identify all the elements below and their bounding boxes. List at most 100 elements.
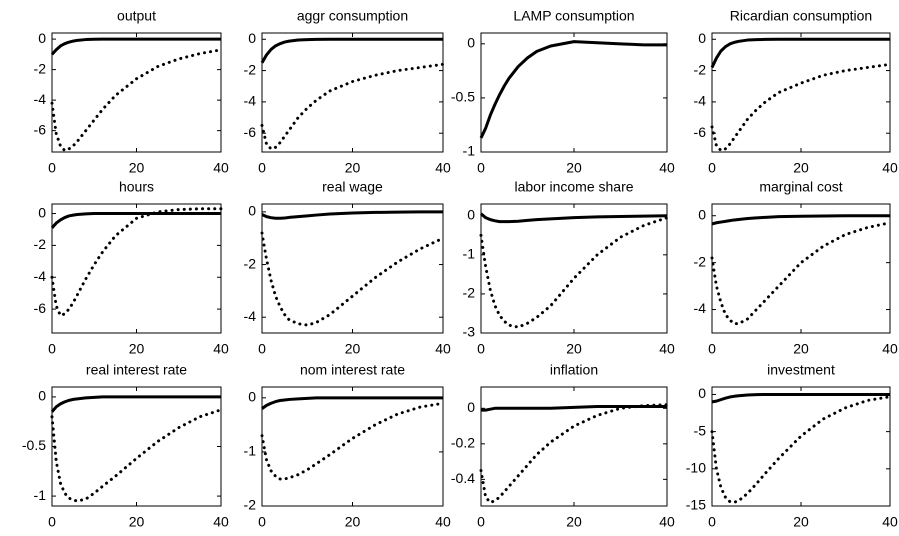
plot-frame (480, 203, 668, 334)
y-tick-label: -0.5 (22, 437, 46, 453)
subplot-title: nom interest rate (300, 362, 405, 378)
y-tick-label: -10 (686, 460, 706, 476)
y-tick-label: 0 (38, 204, 46, 220)
y-tick-label: -2 (244, 61, 257, 77)
subplot: inflation 0 20 40 0 -0.2 -0.4 (451, 362, 675, 530)
y-tick-label: 0 (467, 35, 475, 51)
y-tick-label: -2 (244, 497, 257, 513)
y-tick-label: -2 (694, 61, 707, 77)
subplot-title: real wage (322, 179, 383, 195)
subplot: nom interest rate 0 20 40 0 -1 -2 (244, 362, 451, 530)
subplot: hours 0 20 40 0 -2 -4 -6 (34, 179, 229, 357)
x-tick-label: 40 (213, 160, 229, 176)
plot-frame (711, 386, 891, 507)
x-tick-label: 40 (213, 341, 229, 357)
plot-frame (480, 386, 668, 507)
x-tick-label: 0 (48, 514, 56, 530)
y-tick-label: 0 (38, 388, 46, 404)
x-tick-label: 20 (566, 341, 582, 357)
x-tick-label: 0 (258, 514, 266, 530)
data-line (50, 395, 221, 413)
data-line (50, 212, 221, 229)
data-line (710, 395, 892, 504)
plot-frame (711, 203, 891, 334)
y-tick-label: -5 (694, 422, 707, 438)
subplot: real wage 0 20 40 0 -2 -4 (244, 179, 451, 357)
subplot: LAMP consumption 0 20 40 0 -0.5 -1 (451, 8, 675, 176)
data-line (261, 210, 443, 220)
y-tick-label: -4 (34, 91, 47, 107)
y-tick-label: -6 (694, 124, 707, 140)
x-tick-label: 40 (882, 160, 898, 176)
subplot: marginal cost 0 20 40 0 -2 -4 (694, 179, 898, 357)
plot-frame (261, 32, 444, 153)
x-tick-label: 40 (435, 341, 451, 357)
y-tick-label: -1 (463, 246, 476, 262)
y-tick-label: -4 (694, 93, 707, 109)
y-tick-label: -0.4 (451, 470, 475, 486)
y-tick-label: 0 (248, 30, 256, 46)
y-tick-label: -1 (463, 143, 476, 159)
y-tick-label: -2 (694, 253, 707, 269)
x-tick-label: 20 (793, 341, 809, 357)
subplot: Ricardian consumption 0 20 40 0 -2 -4 -6 (694, 8, 898, 176)
x-tick-label: 20 (129, 514, 145, 530)
y-tick-label: -6 (244, 124, 257, 140)
x-tick-label: 0 (477, 160, 485, 176)
y-tick-label: -0.2 (451, 435, 475, 451)
x-tick-label: 0 (708, 341, 716, 357)
subplot-title: Ricardian consumption (730, 8, 872, 24)
x-tick-label: 40 (882, 514, 898, 530)
y-tick-label: -4 (244, 93, 257, 109)
x-tick-label: 0 (708, 160, 716, 176)
y-tick-label: 0 (38, 30, 46, 46)
y-tick-label: -3 (463, 324, 476, 340)
y-tick-label: 0 (698, 30, 706, 46)
x-tick-label: 0 (258, 160, 266, 176)
y-tick-label: -1 (244, 443, 257, 459)
subplot: real interest rate 0 20 40 0 -0.5 -1 (22, 362, 229, 530)
subplot: aggr consumption 0 20 40 0 -2 -4 -6 (244, 8, 451, 176)
data-line (710, 37, 890, 69)
x-tick-label: 40 (882, 341, 898, 357)
x-tick-label: 20 (129, 341, 145, 357)
subplot-title: LAMP consumption (513, 8, 634, 24)
x-tick-label: 0 (48, 341, 56, 357)
y-tick-label: 0 (467, 399, 475, 415)
x-tick-label: 20 (566, 514, 582, 530)
x-tick-label: 0 (477, 514, 485, 530)
x-tick-label: 0 (477, 341, 485, 357)
data-line (479, 403, 669, 504)
plot-frame (711, 32, 891, 153)
subplot-title: output (117, 8, 156, 24)
data-line (481, 405, 667, 412)
y-tick-label: -6 (34, 121, 47, 137)
y-tick-label: -4 (244, 308, 257, 324)
subplot-title: inflation (550, 362, 598, 378)
x-tick-label: 20 (566, 160, 582, 176)
x-tick-label: 20 (345, 514, 361, 530)
x-tick-label: 40 (435, 514, 451, 530)
data-line (260, 37, 443, 64)
subplot-title: hours (119, 179, 154, 195)
x-tick-label: 40 (659, 341, 675, 357)
plot-frame (480, 32, 668, 153)
data-line (260, 62, 445, 151)
x-tick-label: 20 (793, 514, 809, 530)
y-tick-label: -1 (34, 487, 47, 503)
y-tick-label: 0 (698, 385, 706, 401)
plot-frame (51, 386, 222, 507)
x-tick-label: 40 (435, 160, 451, 176)
x-tick-label: 40 (659, 160, 675, 176)
data-line (50, 48, 223, 152)
y-tick-label: 0 (467, 206, 475, 222)
data-line (260, 401, 445, 481)
y-tick-label: -2 (34, 236, 47, 252)
plot-frame (261, 386, 444, 507)
subplot: investment 0 20 40 0 -5 -10 -15 (686, 362, 898, 530)
y-tick-label: -0.5 (451, 89, 475, 105)
y-tick-label: 0 (248, 203, 256, 219)
data-line (711, 392, 890, 404)
plot-frame (51, 32, 222, 153)
